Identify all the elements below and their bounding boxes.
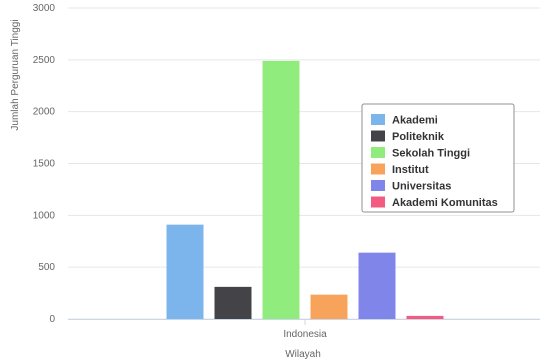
y-tick-label: 500 — [38, 262, 55, 273]
y-tick-label: 1500 — [33, 159, 56, 170]
bar-sekolah-tinggi[interactable] — [262, 60, 300, 320]
y-axis-title: Jumlah Perguruan Tinggi — [10, 19, 21, 130]
legend-label[interactable]: Politeknik — [392, 131, 445, 143]
legend-swatch[interactable] — [371, 196, 385, 208]
legend-swatch[interactable] — [371, 163, 385, 175]
y-tick-label: 1000 — [33, 210, 56, 221]
bar-series — [166, 60, 444, 320]
legend-label[interactable]: Institut — [392, 164, 429, 176]
y-tick-label: 2500 — [33, 55, 56, 66]
y-tick-label: 0 — [49, 314, 55, 325]
x-tick-label: Indonesia — [283, 329, 327, 340]
legend-swatch[interactable] — [371, 114, 385, 125]
legend: Akademi Politeknik Sekolah Tinggi Institut U… — [361, 103, 515, 213]
x-axis-title: Wilayah — [285, 349, 321, 360]
y-tick-label: 3000 — [33, 3, 56, 14]
legend-box — [361, 103, 515, 213]
legend-swatch[interactable] — [371, 147, 385, 158]
legend-label[interactable]: Sekolah Tinggi — [392, 148, 470, 160]
bar-institut[interactable] — [310, 294, 348, 319]
bar-akademi[interactable] — [166, 224, 204, 319]
x-axis: Indonesia — [68, 319, 540, 340]
legend-label[interactable]: Akademi — [392, 115, 438, 127]
legend-swatch[interactable] — [371, 130, 385, 142]
y-tick-label: 2000 — [33, 107, 56, 118]
legend-label[interactable]: Akademi Komunitas — [392, 197, 498, 209]
grid-lines — [68, 7, 540, 320]
legend-label[interactable]: Universitas — [392, 181, 451, 193]
y-axis-ticks: 0 500 1000 1500 2000 2500 3000 — [33, 3, 56, 325]
bar-politeknik[interactable] — [214, 286, 252, 319]
legend-swatch[interactable] — [371, 180, 385, 191]
bar-akademi-komunitas[interactable] — [406, 315, 444, 319]
bar-universitas[interactable] — [358, 252, 396, 319]
